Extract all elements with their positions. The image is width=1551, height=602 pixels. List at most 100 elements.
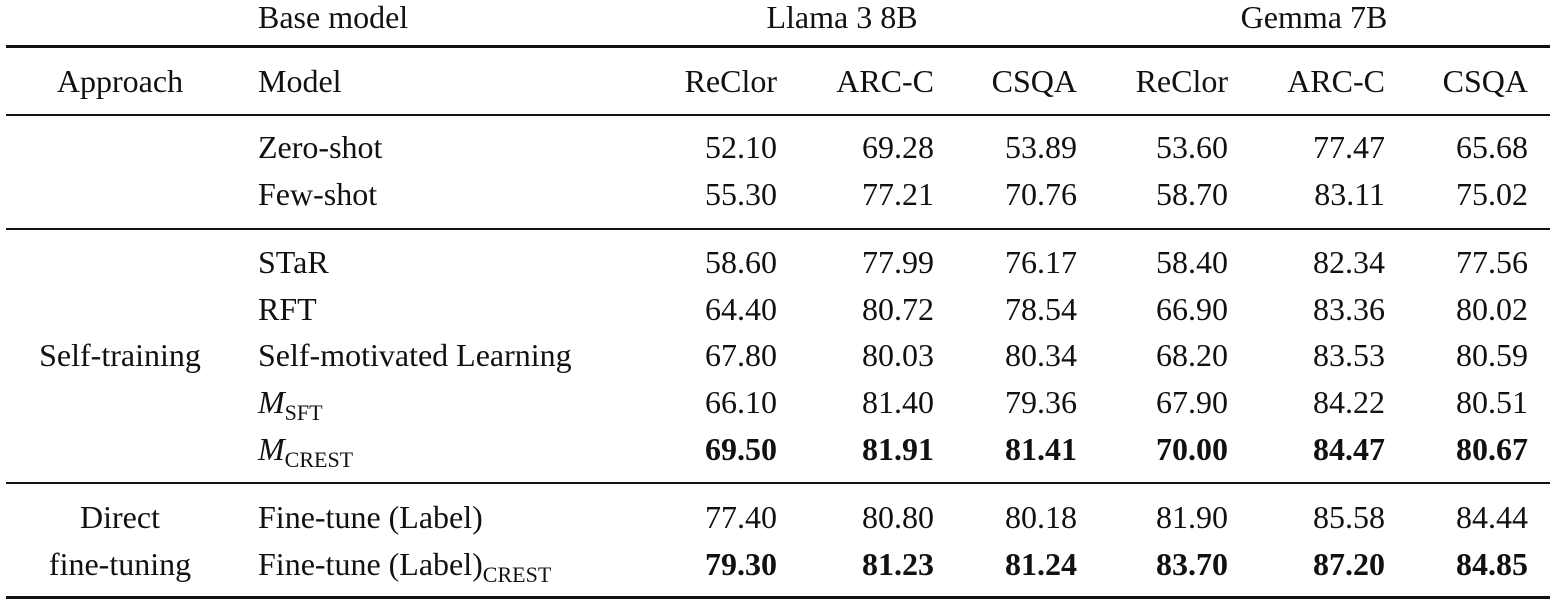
table-row: RFT 64.40 80.72 78.54 66.90 83.36 80.02 xyxy=(0,286,1551,332)
table-cell: 77.21 xyxy=(862,176,934,212)
table-cell: 53.60 xyxy=(1156,129,1228,165)
col-header: CSQA xyxy=(991,63,1077,99)
model-name-finetune-crest: Fine-tune (Label)CREST xyxy=(258,541,551,587)
table-cell-best: 69.50 xyxy=(705,431,777,467)
table-cell-best: 83.70 xyxy=(1156,546,1228,582)
col-header: ARC-C xyxy=(1287,63,1385,99)
model-subscript: CREST xyxy=(284,447,354,472)
table-cell: 64.40 xyxy=(705,291,777,327)
col-header: ARC-C xyxy=(836,63,934,99)
table-cell: 80.80 xyxy=(862,499,934,535)
group-llama: Llama 3 8B xyxy=(766,0,918,35)
table-cell: 53.89 xyxy=(1005,129,1077,165)
model-name: RFT xyxy=(258,291,317,327)
table-cell: 80.72 xyxy=(862,291,934,327)
table-cell: 58.70 xyxy=(1156,176,1228,212)
model-main: M xyxy=(258,431,285,467)
table-cell: 70.76 xyxy=(1005,176,1077,212)
table-cell: 55.30 xyxy=(705,176,777,212)
table-cell: 80.51 xyxy=(1456,384,1528,420)
table-cell: 67.80 xyxy=(705,337,777,373)
model-name-m-crest: MCREST xyxy=(258,426,353,472)
table-cell: 76.17 xyxy=(1005,244,1077,280)
table-cell-best: 81.91 xyxy=(862,431,934,467)
col-header: CSQA xyxy=(1442,63,1528,99)
table-cell: 80.59 xyxy=(1456,337,1528,373)
model-name: Fine-tune (Label) xyxy=(258,499,483,535)
table-row-highlight: Fine-tune (Label)CREST 79.30 81.23 81.24… xyxy=(0,541,1551,587)
table-cell: 75.02 xyxy=(1456,176,1528,212)
table-row: Self-motivated Learning 67.80 80.03 80.3… xyxy=(0,332,1551,378)
base-model-label: Base model xyxy=(258,0,409,35)
model-name: STaR xyxy=(258,244,329,280)
table-cell-best: 81.41 xyxy=(1005,431,1077,467)
model-main: M xyxy=(258,384,285,420)
top-rule xyxy=(6,45,1550,48)
section-rule xyxy=(6,228,1550,230)
table-cell: 77.47 xyxy=(1313,129,1385,165)
table-cell: 82.34 xyxy=(1313,244,1385,280)
table-cell: 80.18 xyxy=(1005,499,1077,535)
table-cell: 78.54 xyxy=(1005,291,1077,327)
approach-label: Approach xyxy=(56,63,184,99)
table-cell: 84.44 xyxy=(1456,499,1528,535)
approach-direct-line1: Direct xyxy=(80,499,160,535)
table-cell-best: 80.67 xyxy=(1456,431,1528,467)
table-cell: 83.11 xyxy=(1314,176,1385,212)
model-label: Model xyxy=(258,63,342,99)
table-row-highlight: MCREST 69.50 81.91 81.41 70.00 84.47 80.… xyxy=(0,426,1551,472)
table-cell-best: 84.47 xyxy=(1313,431,1385,467)
col-header: ReClor xyxy=(684,63,777,99)
table-row: STaR 58.60 77.99 76.17 58.40 82.34 77.56 xyxy=(0,239,1551,285)
model-subscript: CREST xyxy=(482,562,552,587)
bottom-rule xyxy=(6,596,1550,599)
header-row-base-model: Base model Llama 3 8B Gemma 7B xyxy=(0,0,1551,40)
table-cell: 83.36 xyxy=(1313,291,1385,327)
model-subscript: SFT xyxy=(284,400,323,425)
table-cell: 79.36 xyxy=(1005,384,1077,420)
model-name: Zero-shot xyxy=(258,129,383,165)
approach-direct-line2: fine-tuning xyxy=(48,546,192,582)
approach-self-training: Self-training xyxy=(39,337,201,373)
table-cell-best: 84.85 xyxy=(1456,546,1528,582)
table-cell: 83.53 xyxy=(1313,337,1385,373)
table-cell: 80.02 xyxy=(1456,291,1528,327)
table-cell-best: 87.20 xyxy=(1313,546,1385,582)
model-name: Self-motivated Learning xyxy=(258,337,572,373)
model-name-m-sft: MSFT xyxy=(258,379,323,425)
table-row: Fine-tune (Label) 77.40 80.80 80.18 81.9… xyxy=(0,494,1551,540)
table-cell: 77.56 xyxy=(1456,244,1528,280)
table-cell: 69.28 xyxy=(862,129,934,165)
table-cell: 77.40 xyxy=(705,499,777,535)
table-cell: 80.34 xyxy=(1005,337,1077,373)
table-cell: 65.68 xyxy=(1456,129,1528,165)
table-cell: 58.40 xyxy=(1156,244,1228,280)
model-main: Fine-tune (Label) xyxy=(258,546,483,582)
table-cell-best: 79.30 xyxy=(705,546,777,582)
header-rule xyxy=(6,114,1550,116)
table-cell: 66.90 xyxy=(1156,291,1228,327)
section-rule xyxy=(6,482,1550,484)
table-row: MSFT 66.10 81.40 79.36 67.90 84.22 80.51 xyxy=(0,379,1551,425)
table-row: Few-shot 55.30 77.21 70.76 58.70 83.11 7… xyxy=(0,171,1551,217)
table-cell-best: 81.23 xyxy=(862,546,934,582)
table-cell-best: 81.24 xyxy=(1005,546,1077,582)
model-name: Few-shot xyxy=(258,176,378,212)
header-row-columns: Approach Model ReClor ARC-C CSQA ReClor … xyxy=(0,58,1551,104)
col-header: ReClor xyxy=(1135,63,1228,99)
table-cell: 77.99 xyxy=(862,244,934,280)
table-cell: 58.60 xyxy=(705,244,777,280)
table-cell: 84.22 xyxy=(1313,384,1385,420)
table-cell: 68.20 xyxy=(1156,337,1228,373)
table-cell-best: 70.00 xyxy=(1156,431,1228,467)
table-cell: 52.10 xyxy=(705,129,777,165)
group-gemma: Gemma 7B xyxy=(1240,0,1388,35)
table-row: Zero-shot 52.10 69.28 53.89 53.60 77.47 … xyxy=(0,124,1551,170)
table-cell: 85.58 xyxy=(1313,499,1385,535)
table-cell: 80.03 xyxy=(862,337,934,373)
table-cell: 81.90 xyxy=(1156,499,1228,535)
table-cell: 67.90 xyxy=(1156,384,1228,420)
table-cell: 81.40 xyxy=(862,384,934,420)
table-cell: 66.10 xyxy=(705,384,777,420)
